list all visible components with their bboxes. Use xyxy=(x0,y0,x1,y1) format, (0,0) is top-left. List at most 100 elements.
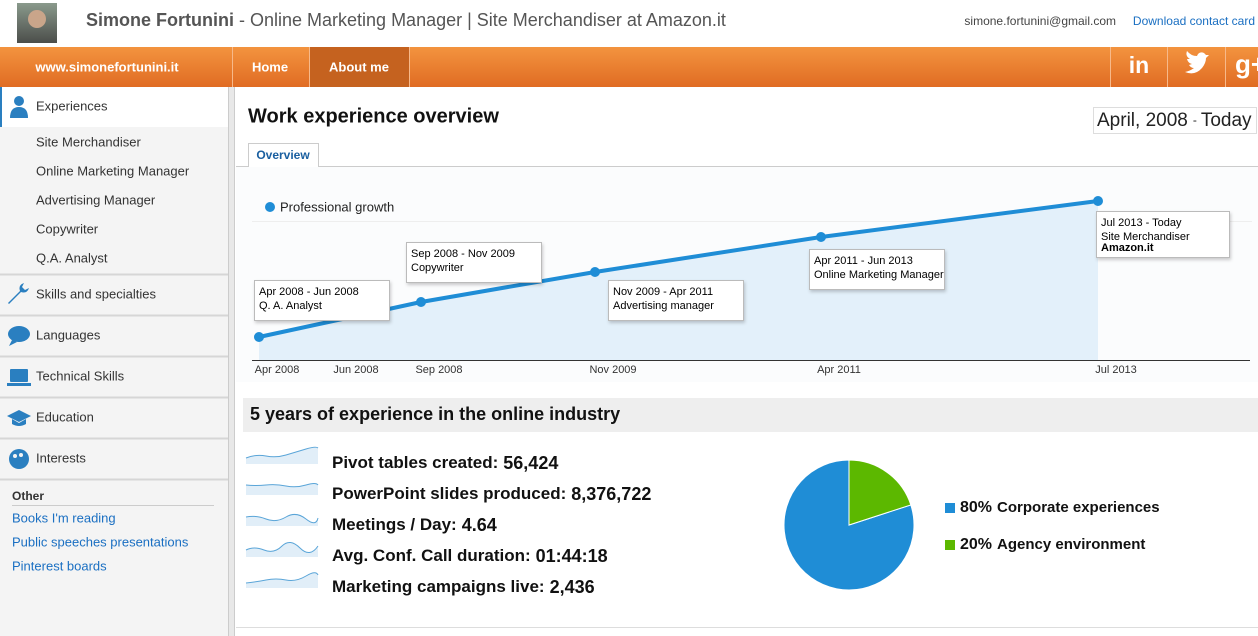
active-section xyxy=(0,87,228,127)
icon-part xyxy=(9,449,29,469)
icon-part xyxy=(8,283,29,304)
section-icon xyxy=(8,283,29,304)
x-tick-label: Nov 2009 xyxy=(589,364,636,376)
sparkline-line xyxy=(245,483,319,488)
section-item[interactable]: Copywriter xyxy=(36,221,99,236)
section-item[interactable]: Advertising Manager xyxy=(36,192,156,207)
point xyxy=(254,332,264,342)
twitter-icon[interactable] xyxy=(1185,51,1209,74)
annotation-box xyxy=(254,280,390,321)
nav-separators xyxy=(232,47,1226,87)
stat: Marketing campaigns live: 2,436 xyxy=(332,577,595,597)
sparkline xyxy=(245,446,319,464)
point xyxy=(1093,196,1103,206)
annotation-role: Advertising manager xyxy=(613,300,714,312)
nav-active xyxy=(309,47,409,87)
stat: Meetings / Day: 4.64 xyxy=(332,515,497,535)
legend-label: Corporate experiences xyxy=(997,499,1160,516)
photo-face xyxy=(28,10,46,28)
sparkline-line xyxy=(245,513,319,524)
legend-dot xyxy=(265,202,275,212)
site-link[interactable]: www.simonefortunini.it xyxy=(34,59,179,74)
other-link[interactable]: Books I'm reading xyxy=(12,510,116,525)
section-label[interactable]: Languages xyxy=(36,327,101,342)
section-label[interactable]: Experiences xyxy=(36,98,108,113)
sparkline-line xyxy=(245,542,319,553)
icon-part xyxy=(19,453,23,457)
google-plus-icon[interactable]: g+ xyxy=(1235,49,1258,79)
section-icon xyxy=(7,369,31,386)
icon-part xyxy=(14,96,24,106)
stat-value: 56,424 xyxy=(503,453,558,473)
email: simone.fortunini@gmail.com xyxy=(964,14,1116,28)
stat-value: 4.64 xyxy=(462,515,497,535)
nav-about[interactable]: About me xyxy=(329,59,389,74)
sparkline-fill xyxy=(246,514,318,526)
contact-link[interactable]: Download contact card xyxy=(1133,14,1255,28)
stat-label: Marketing campaigns live: xyxy=(332,577,545,596)
icon-part xyxy=(12,419,26,426)
section-icon xyxy=(10,96,28,118)
sidebar-content: Experiences Site Merchandiser Online Marke… xyxy=(0,96,228,573)
section-item[interactable]: Q.A. Analyst xyxy=(36,250,108,265)
nav-home[interactable]: Home xyxy=(252,59,288,74)
legend-entry: 20% Agency environment xyxy=(960,536,1145,553)
stat: PowerPoint slides produced: 8,376,722 xyxy=(332,484,651,504)
stat-label: Meetings / Day: xyxy=(332,515,457,534)
other-link[interactable]: Pinterest boards xyxy=(12,558,107,573)
tab[interactable] xyxy=(248,143,319,168)
annotation-box xyxy=(608,280,744,321)
sparkline-line xyxy=(245,446,319,459)
section-label[interactable]: Education xyxy=(36,409,94,424)
legend-entry: 80% Corporate experiences xyxy=(960,499,1160,516)
annotation-period: Apr 2011 - Jun 2013 xyxy=(814,255,913,267)
section-bar xyxy=(243,398,1258,432)
section-title: 5 years of experience in the online indu… xyxy=(250,404,620,424)
x-tick-label: Sep 2008 xyxy=(415,364,462,376)
legend-label: Professional growth xyxy=(280,199,394,214)
pie-chart: 80% Corporate experiences 20% Agency enviro… xyxy=(783,459,1160,591)
annotation-box xyxy=(809,249,945,290)
section-item[interactable]: Site Merchandiser xyxy=(36,134,141,149)
icon-part xyxy=(7,383,31,386)
annotation-box xyxy=(406,242,542,283)
point xyxy=(416,297,426,307)
section-label[interactable]: Interests xyxy=(36,450,86,465)
pie-slice xyxy=(848,459,912,526)
timeline-chart: Apr 2008 Jun 2008 Sep 2008 Nov 2009 Apr 2011… xyxy=(252,196,1250,376)
value-label: 80% xyxy=(960,499,992,516)
section-label[interactable]: Skills and specialties xyxy=(36,286,156,301)
linkedin-icon[interactable]: in xyxy=(1129,52,1149,78)
sparkline xyxy=(245,483,319,495)
sidebar xyxy=(0,87,228,636)
icon-part xyxy=(13,454,17,458)
other-link[interactable]: Public speeches presentations xyxy=(12,534,189,549)
section-icon xyxy=(9,449,29,469)
section-item[interactable]: Online Marketing Manager xyxy=(36,163,190,178)
main-title: Work experience overview xyxy=(248,105,499,127)
x-tick-label: Jun 2008 xyxy=(333,364,378,376)
stat: Avg. Conf. Call duration: 01:44:18 xyxy=(332,546,608,566)
legend-label: Agency environment xyxy=(997,536,1145,553)
x-tick-label: Apr 2011 xyxy=(817,364,861,376)
annotation-period: Nov 2009 - Apr 2011 xyxy=(613,286,713,298)
stats: Pivot tables created: 56,424 PowerPoint sl… xyxy=(245,446,651,597)
point xyxy=(590,267,600,277)
stat-value: 01:44:18 xyxy=(536,546,608,566)
date-range-box xyxy=(1093,107,1257,134)
tab-label[interactable]: Overview xyxy=(256,148,310,162)
date-range: April, 2008- Today xyxy=(1097,110,1252,131)
annotation-period: Apr 2008 - Jun 2008 xyxy=(259,286,359,298)
sparkline-fill xyxy=(246,572,318,588)
icon-part xyxy=(9,340,17,346)
stat-value: 8,376,722 xyxy=(571,484,651,504)
annotation-company: Amazon.it xyxy=(1101,242,1154,254)
section-icon xyxy=(7,410,31,426)
range-to: Today xyxy=(1201,110,1252,131)
x-tick-label: Jul 2013 xyxy=(1095,364,1137,376)
active-marker xyxy=(0,87,2,127)
icon-part xyxy=(8,326,30,342)
headline: Online Marketing Manager | Site Merchand… xyxy=(250,10,726,30)
section-label[interactable]: Technical Skills xyxy=(36,368,125,383)
sparkline-fill xyxy=(246,447,318,464)
